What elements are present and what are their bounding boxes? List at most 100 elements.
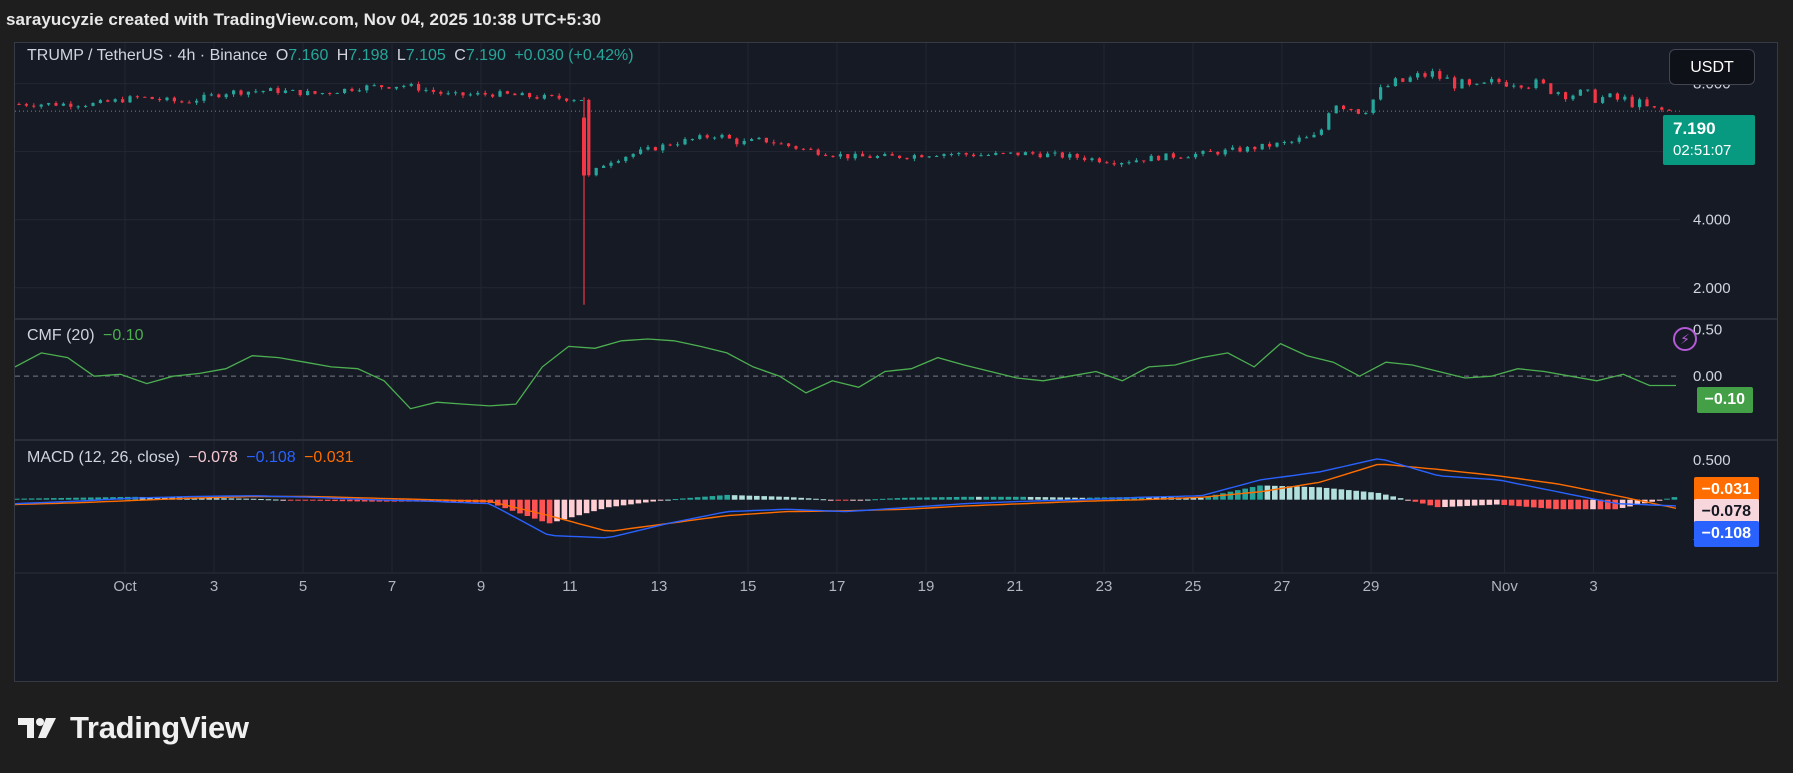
macd-legend: MACD (12, 26, close) −0.078 −0.108 −0.03… xyxy=(27,449,357,467)
candle-body xyxy=(298,89,302,96)
candle-body xyxy=(202,94,206,101)
macd-signal-tag: −0.108 xyxy=(1693,521,1759,547)
x-tick-label: 15 xyxy=(740,578,757,595)
macd-histogram-bar xyxy=(1316,487,1322,500)
candle-body xyxy=(84,105,88,107)
candle-body xyxy=(291,89,295,91)
candle-body xyxy=(794,146,798,149)
macd-histogram-bar xyxy=(739,495,745,500)
macd-histogram-bar xyxy=(1153,497,1160,500)
macd-histogram-bar xyxy=(280,499,286,501)
candle-body xyxy=(1342,105,1346,110)
candle-body xyxy=(1223,149,1227,155)
candle-body xyxy=(1149,155,1153,162)
candle-body xyxy=(387,87,391,89)
candle-body xyxy=(772,142,776,144)
macd-histogram-bar xyxy=(1494,499,1500,505)
candle-body xyxy=(1046,153,1050,158)
macd-histogram-bar xyxy=(887,498,893,500)
macd-histogram-bar xyxy=(147,497,153,500)
candle-body xyxy=(1423,73,1427,77)
macd-histogram-bar xyxy=(376,499,383,502)
candle-body xyxy=(957,153,961,155)
macd-histogram-bar xyxy=(324,499,331,501)
candle-body xyxy=(232,90,236,95)
macd-histogram-bar xyxy=(1249,487,1256,500)
x-tick-label: Oct xyxy=(113,578,137,595)
candle-body xyxy=(1578,89,1582,96)
tradingview-logo-text: TradingView xyxy=(70,710,249,745)
macd-histogram-bar xyxy=(58,497,64,500)
candle-body xyxy=(1571,95,1575,100)
candle-body xyxy=(853,153,857,159)
macd-histogram-bar xyxy=(1427,499,1433,506)
candle-body xyxy=(209,94,213,96)
candle-body xyxy=(602,165,606,168)
candle-body xyxy=(1179,157,1183,159)
candle-body xyxy=(1068,154,1072,158)
candle-body xyxy=(1282,141,1286,143)
candle-body xyxy=(39,104,43,107)
macd-histogram-bar xyxy=(1523,499,1530,507)
candle-body xyxy=(180,101,184,103)
candle-body xyxy=(246,91,250,95)
candle-body xyxy=(713,137,717,139)
candle-body xyxy=(476,92,480,95)
candle-body xyxy=(313,91,317,94)
macd-histogram-bar xyxy=(1020,496,1026,500)
candle-body xyxy=(875,155,879,158)
candle-body xyxy=(121,99,125,103)
macd-histogram-bar xyxy=(731,495,738,500)
cmf-name[interactable]: CMF (20) xyxy=(27,327,95,344)
macd-histogram-bar xyxy=(561,499,568,520)
close-value: 7.190 xyxy=(465,47,506,64)
macd-histogram-bar xyxy=(1531,499,1537,508)
x-tick-label: 3 xyxy=(210,578,218,595)
macd-histogram-bar xyxy=(287,499,294,501)
macd-histogram-bar xyxy=(1227,491,1234,500)
candle-body xyxy=(1460,79,1464,89)
candle-body xyxy=(1290,141,1294,143)
macd-histogram-bar xyxy=(1286,486,1293,500)
currency-button[interactable]: USDT xyxy=(1669,49,1755,85)
macd-name[interactable]: MACD (12, 26, close) xyxy=(27,449,180,466)
candle-body xyxy=(1393,78,1397,87)
macd-histogram-bar xyxy=(435,499,442,502)
macd-signal-value: −0.108 xyxy=(246,449,296,466)
macd-histogram-bar xyxy=(1412,499,1419,502)
candle-body xyxy=(1009,152,1013,154)
macd-histogram-bar xyxy=(850,499,856,501)
macd-value-tag: −0.078 xyxy=(1693,499,1759,525)
candle-body xyxy=(1349,109,1353,111)
candle-body xyxy=(986,154,990,156)
candle-body xyxy=(1312,134,1316,138)
x-tick-label: 23 xyxy=(1096,578,1113,595)
candle-body xyxy=(1416,73,1420,78)
chart-canvas[interactable]: Oct357911131517192123252729Nov38.0006.00… xyxy=(15,43,1777,681)
macd-histogram-bar xyxy=(250,498,257,500)
lightning-icon[interactable]: ⚡ xyxy=(1673,327,1697,351)
candle-body xyxy=(935,156,939,158)
macd-histogram-bar xyxy=(1568,499,1574,510)
candle-body xyxy=(861,153,865,157)
chart-container[interactable]: Oct357911131517192123252729Nov38.0006.00… xyxy=(14,42,1778,682)
macd-histogram-bar xyxy=(1212,494,1219,500)
macd-histogram-bar xyxy=(694,497,701,500)
candle-body xyxy=(1216,151,1220,155)
macd-histogram-bar xyxy=(1671,497,1678,500)
macd-histogram-bar xyxy=(1383,494,1389,500)
candle-body xyxy=(1593,89,1597,103)
symbol-title[interactable]: TRUMP / TetherUS · 4h · Binance xyxy=(27,47,268,64)
high-value: 7.198 xyxy=(348,47,389,64)
macd-histogram-bar xyxy=(1190,497,1197,500)
macd-histogram-bar xyxy=(369,499,375,502)
macd-histogram-bar xyxy=(946,497,952,500)
candle-body xyxy=(646,147,650,150)
candle-body xyxy=(98,100,102,103)
candle-body xyxy=(912,155,916,159)
candle-body xyxy=(1090,158,1094,161)
macd-histogram-bar xyxy=(1035,497,1041,500)
candle-body xyxy=(47,103,51,105)
macd-histogram-bar xyxy=(1590,499,1596,510)
candle-body xyxy=(513,93,517,96)
